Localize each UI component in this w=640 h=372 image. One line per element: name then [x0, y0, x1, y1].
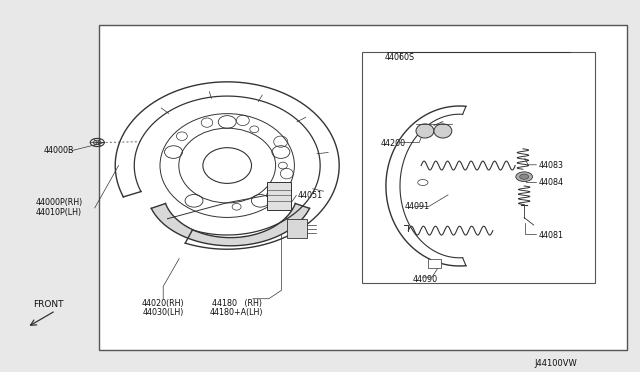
Text: 44083: 44083 — [539, 161, 564, 170]
Text: 44010P(LH): 44010P(LH) — [35, 208, 81, 217]
Text: 44180   (RH): 44180 (RH) — [212, 299, 262, 308]
Text: 44180+A(LH): 44180+A(LH) — [210, 308, 264, 317]
Text: 44091: 44091 — [405, 202, 430, 211]
Circle shape — [516, 172, 532, 182]
Text: FRONT: FRONT — [33, 300, 64, 309]
Text: 44020(RH): 44020(RH) — [142, 299, 184, 308]
Bar — [287, 219, 307, 238]
Text: 44000B: 44000B — [44, 146, 74, 155]
Text: J44100VW: J44100VW — [534, 359, 577, 368]
Bar — [99, 25, 627, 350]
Text: 44084: 44084 — [539, 178, 564, 187]
Text: 44051: 44051 — [298, 191, 323, 200]
Ellipse shape — [416, 124, 434, 138]
Text: 44060S: 44060S — [385, 53, 415, 62]
Bar — [428, 259, 441, 268]
Polygon shape — [151, 203, 310, 246]
Text: 44090: 44090 — [413, 275, 438, 284]
Circle shape — [520, 174, 529, 179]
Text: 44200: 44200 — [381, 139, 406, 148]
Ellipse shape — [434, 124, 452, 138]
Text: 44000P(RH): 44000P(RH) — [35, 198, 83, 207]
Text: 44030(LH): 44030(LH) — [143, 308, 184, 317]
Bar — [267, 182, 291, 210]
Bar — [362, 52, 595, 283]
Text: 44081: 44081 — [539, 231, 564, 240]
